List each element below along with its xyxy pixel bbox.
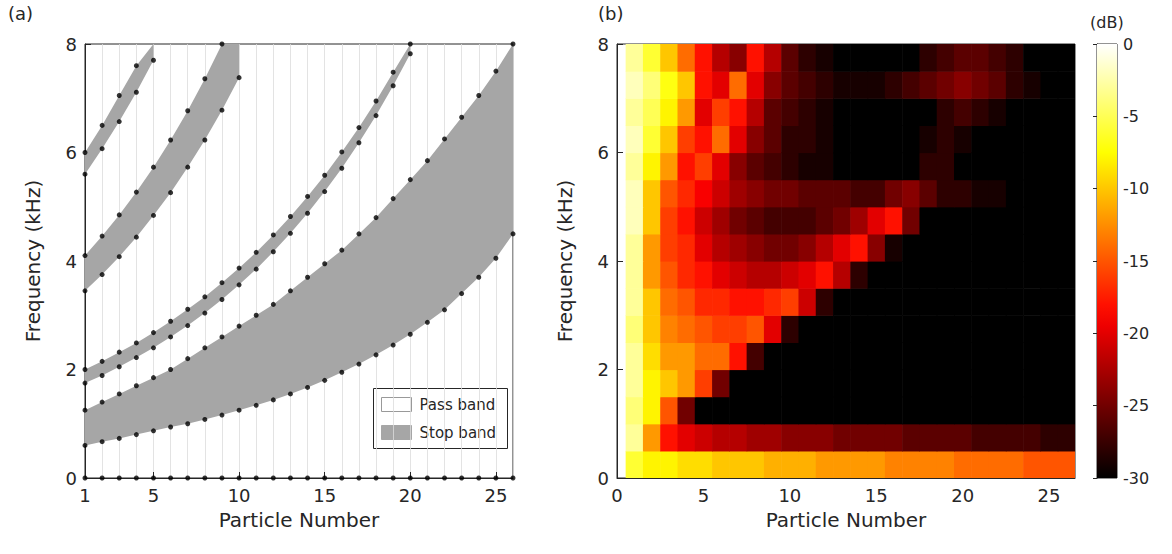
svg-text:-30: -30: [1123, 469, 1149, 488]
svg-text:6: 6: [66, 142, 77, 163]
svg-text:-25: -25: [1123, 396, 1149, 415]
svg-text:15: 15: [865, 485, 888, 506]
svg-text:20: 20: [951, 485, 974, 506]
svg-text:-15: -15: [1123, 252, 1149, 271]
svg-text:1: 1: [79, 485, 90, 506]
svg-text:-10: -10: [1123, 179, 1149, 198]
svg-text:Frequency (kHz): Frequency (kHz): [21, 180, 45, 342]
svg-text:Frequency (kHz): Frequency (kHz): [553, 180, 577, 342]
svg-text:Particle Number: Particle Number: [766, 508, 927, 532]
svg-text:2: 2: [66, 359, 77, 380]
svg-text:Pass band: Pass band: [420, 396, 496, 414]
svg-text:0: 0: [1123, 35, 1133, 54]
svg-text:20: 20: [399, 485, 422, 506]
svg-text:0: 0: [66, 468, 77, 489]
svg-text:2: 2: [598, 359, 609, 380]
svg-text:10: 10: [778, 485, 801, 506]
svg-text:25: 25: [1038, 485, 1061, 506]
svg-text:(a): (a): [8, 3, 33, 24]
svg-text:Particle Number: Particle Number: [219, 508, 380, 532]
svg-text:0: 0: [611, 485, 622, 506]
svg-text:6: 6: [598, 142, 609, 163]
svg-text:-5: -5: [1123, 107, 1139, 126]
svg-text:25: 25: [484, 485, 507, 506]
svg-text:(dB): (dB): [1090, 13, 1124, 32]
svg-text:Stop band: Stop band: [420, 424, 497, 442]
svg-text:5: 5: [698, 485, 709, 506]
svg-text:-20: -20: [1123, 324, 1149, 343]
svg-text:8: 8: [66, 34, 77, 55]
svg-text:5: 5: [148, 485, 159, 506]
svg-text:4: 4: [598, 251, 609, 272]
svg-text:0: 0: [598, 468, 609, 489]
svg-text:15: 15: [313, 485, 336, 506]
svg-text:10: 10: [228, 485, 251, 506]
svg-text:4: 4: [66, 251, 77, 272]
svg-text:(b): (b): [598, 3, 623, 24]
svg-text:8: 8: [598, 34, 609, 55]
